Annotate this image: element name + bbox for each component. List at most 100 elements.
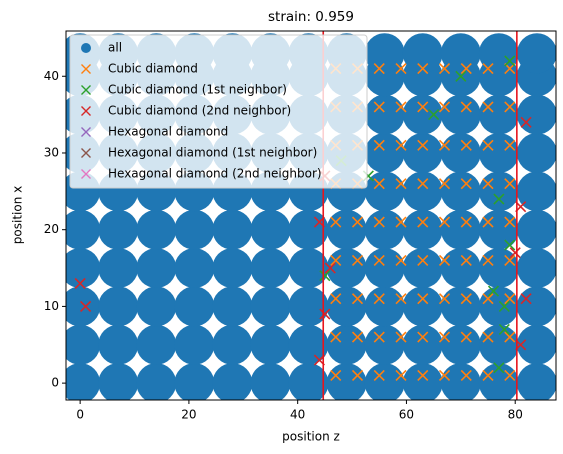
point [288, 363, 329, 400]
point [364, 286, 405, 327]
legend-label: Hexagonal diamond (2nd neighbor) [108, 167, 322, 181]
point [402, 132, 443, 173]
point [478, 132, 519, 173]
point [504, 216, 516, 228]
legend-label: Cubic diamond (1st neighbor) [108, 83, 287, 97]
legend-marker [81, 64, 91, 74]
legend-marker [81, 43, 91, 53]
point [460, 63, 472, 75]
point [330, 369, 342, 382]
y-tick-label: 20 [44, 222, 59, 236]
point [395, 216, 407, 228]
point [351, 293, 364, 305]
point [438, 178, 451, 190]
legend-box [69, 34, 368, 189]
point [417, 178, 429, 190]
point [504, 293, 516, 305]
point [516, 132, 556, 173]
point [373, 216, 385, 228]
point [136, 248, 177, 289]
point [364, 209, 405, 250]
point [80, 300, 92, 312]
x-tick-label: 80 [508, 408, 523, 422]
point [326, 324, 367, 365]
y-tick-label: 30 [44, 145, 59, 159]
point [288, 324, 329, 365]
point [174, 248, 215, 289]
point [478, 363, 519, 400]
point [364, 94, 405, 135]
point [417, 63, 429, 75]
legend-label: Cubic diamond [108, 62, 198, 76]
point [326, 209, 367, 250]
point [478, 33, 519, 74]
point [373, 178, 385, 190]
point [460, 178, 472, 190]
point [364, 363, 405, 400]
point [482, 63, 494, 75]
point [373, 101, 385, 113]
point [98, 248, 139, 289]
point [288, 248, 329, 289]
point [520, 293, 532, 305]
point [373, 63, 385, 75]
point [351, 331, 364, 343]
point [417, 369, 429, 382]
point [428, 109, 440, 121]
point [136, 363, 177, 400]
point [402, 363, 443, 400]
point [440, 171, 481, 212]
point [482, 101, 494, 113]
legend-marker [81, 169, 91, 179]
y-tick-label: 10 [44, 299, 59, 313]
point [504, 369, 516, 382]
point [440, 132, 481, 173]
point [136, 324, 177, 365]
axes-frame [65, 30, 557, 401]
point [373, 369, 385, 382]
y-tick-label: 0 [51, 376, 59, 390]
point [351, 254, 364, 266]
point [493, 362, 505, 374]
point [478, 171, 519, 212]
point [504, 254, 516, 266]
point [250, 209, 291, 250]
point [509, 247, 521, 259]
point [250, 363, 291, 400]
legend-marker [81, 127, 91, 137]
x-axis-label: position z [282, 430, 340, 444]
point [330, 216, 342, 228]
point [504, 331, 516, 343]
x-tick-label: 0 [76, 408, 84, 422]
point [136, 209, 177, 250]
point [516, 94, 556, 135]
point [373, 254, 385, 266]
point [487, 285, 500, 297]
point [364, 171, 405, 212]
point [395, 63, 407, 75]
point [482, 369, 494, 382]
point [417, 331, 429, 343]
point [438, 216, 451, 228]
legend: all Cubic diamond Cubic diamond (1st neigh… [69, 34, 368, 189]
point [288, 286, 329, 327]
point [516, 248, 556, 289]
point [402, 171, 443, 212]
point [174, 363, 215, 400]
point [98, 324, 139, 365]
point [455, 70, 467, 82]
x-tick-label: 40 [290, 408, 305, 422]
point [250, 324, 291, 365]
point [250, 248, 291, 289]
point [417, 293, 429, 305]
point [98, 209, 139, 250]
point [440, 94, 481, 135]
point [373, 331, 385, 343]
point [402, 209, 443, 250]
point [324, 262, 336, 274]
point [516, 286, 556, 327]
point [440, 363, 481, 400]
point [373, 139, 385, 151]
point [66, 324, 101, 365]
point [351, 369, 364, 382]
